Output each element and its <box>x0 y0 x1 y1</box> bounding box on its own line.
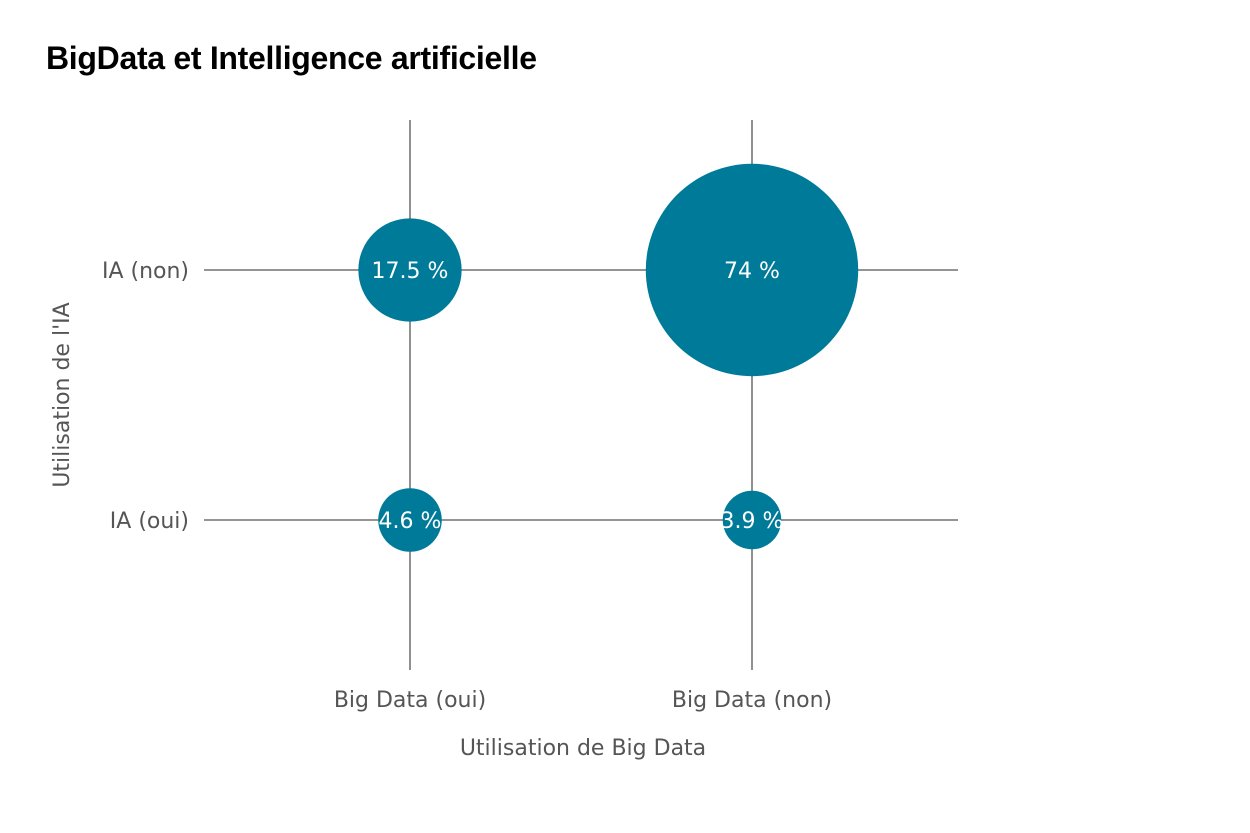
y-axis-label: Utilisation de l'IA <box>50 302 75 487</box>
chart-title: BigData et Intelligence artificielle <box>46 40 537 76</box>
y-tick-label: IA (oui) <box>110 509 189 534</box>
bubbles: 17.5 % 74 % 4.6 % 3.9 % <box>358 163 859 552</box>
bubble <box>378 488 442 552</box>
tick-labels: IA (non) IA (oui) Big Data (oui) Big Data (… <box>102 259 832 713</box>
x-tick-label: Big Data (non) <box>672 688 832 713</box>
bubble <box>722 490 782 550</box>
bubble-value-label: 4.6 % <box>379 509 442 534</box>
y-tick-label: IA (non) <box>102 259 189 284</box>
bubble <box>645 163 859 377</box>
x-tick-label: Big Data (oui) <box>334 688 486 713</box>
grid-lines <box>204 120 958 670</box>
bubble-value-label: 3.9 % <box>721 509 784 534</box>
bubble-value-label: 74 % <box>724 259 780 284</box>
x-axis-label: Utilisation de Big Data <box>460 736 706 761</box>
bubble-value-label: 17.5 % <box>372 259 449 284</box>
bubble <box>358 218 462 322</box>
